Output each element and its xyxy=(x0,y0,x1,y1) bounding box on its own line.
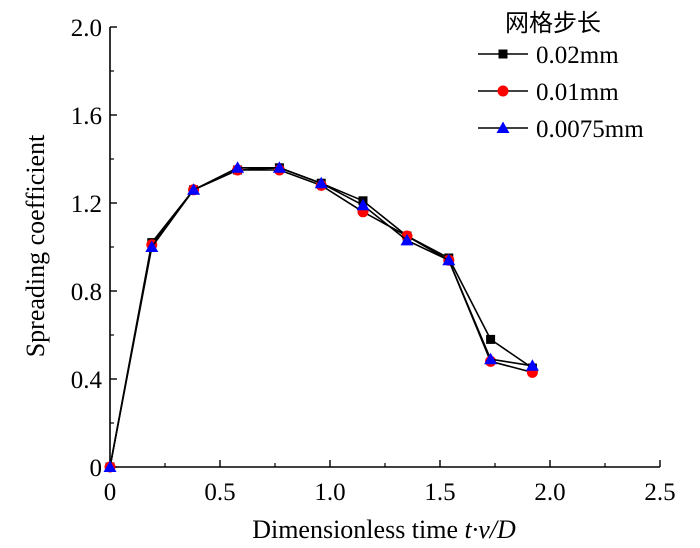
y-tick-label: 1.2 xyxy=(71,191,102,218)
data-point xyxy=(145,240,159,252)
data-point xyxy=(314,176,328,189)
legend-label: 0.02mm xyxy=(536,42,619,69)
data-point xyxy=(442,253,456,266)
legend-marker xyxy=(498,49,508,59)
x-tick-label: 2.5 xyxy=(644,479,675,506)
legend-entry: 0.01mm xyxy=(478,79,619,106)
x-tick-label: 0 xyxy=(104,479,117,506)
x-axis-title-variable: t·v/D xyxy=(465,515,516,544)
legend-entry: 0.0075mm xyxy=(478,116,644,143)
data-point xyxy=(103,460,117,472)
data-point xyxy=(400,233,414,246)
series-line xyxy=(109,167,533,468)
legend-label: 0.01mm xyxy=(536,79,619,106)
x-tick-label: 2.0 xyxy=(534,479,565,506)
series-3 xyxy=(103,161,539,472)
x-axis-title: Dimensionless time t·v/D xyxy=(252,515,516,544)
series-line xyxy=(109,167,533,468)
x-tick-label: 1.0 xyxy=(314,479,345,506)
legend-label: 0.0075mm xyxy=(536,116,644,143)
data-point xyxy=(231,161,245,173)
data-point xyxy=(272,161,286,173)
plot-area xyxy=(103,161,539,473)
legend-marker xyxy=(496,121,510,133)
data-point xyxy=(525,359,539,371)
x-axis-title-text: Dimensionless time xyxy=(252,515,464,544)
y-tick-label: 0.4 xyxy=(71,367,103,394)
x-tick-label: 0.5 xyxy=(204,479,235,506)
y-axis-title: Spreading coefficient xyxy=(21,134,50,357)
y-tick-label: 0 xyxy=(90,455,103,482)
y-tick-label: 1.6 xyxy=(71,103,102,130)
y-tick-label: 0.8 xyxy=(71,279,102,306)
legend: 网格步长 0.02mm 0.01mm 0.0075mm xyxy=(478,9,644,143)
y-tick-label: 2.0 xyxy=(71,15,102,42)
data-point xyxy=(484,352,498,365)
legend-marker xyxy=(497,85,509,97)
axes: 0 0.5 1.0 1.5 2.0 2.5 0 0.4 0.8 1.2 1.6 2.0 xyxy=(71,15,676,506)
data-point xyxy=(187,183,201,195)
legend-entry: 0.02mm xyxy=(478,42,619,69)
data-point xyxy=(486,334,496,344)
x-tick-label: 1.5 xyxy=(424,479,455,506)
legend-title: 网格步长 xyxy=(505,9,601,37)
data-point xyxy=(356,198,370,211)
